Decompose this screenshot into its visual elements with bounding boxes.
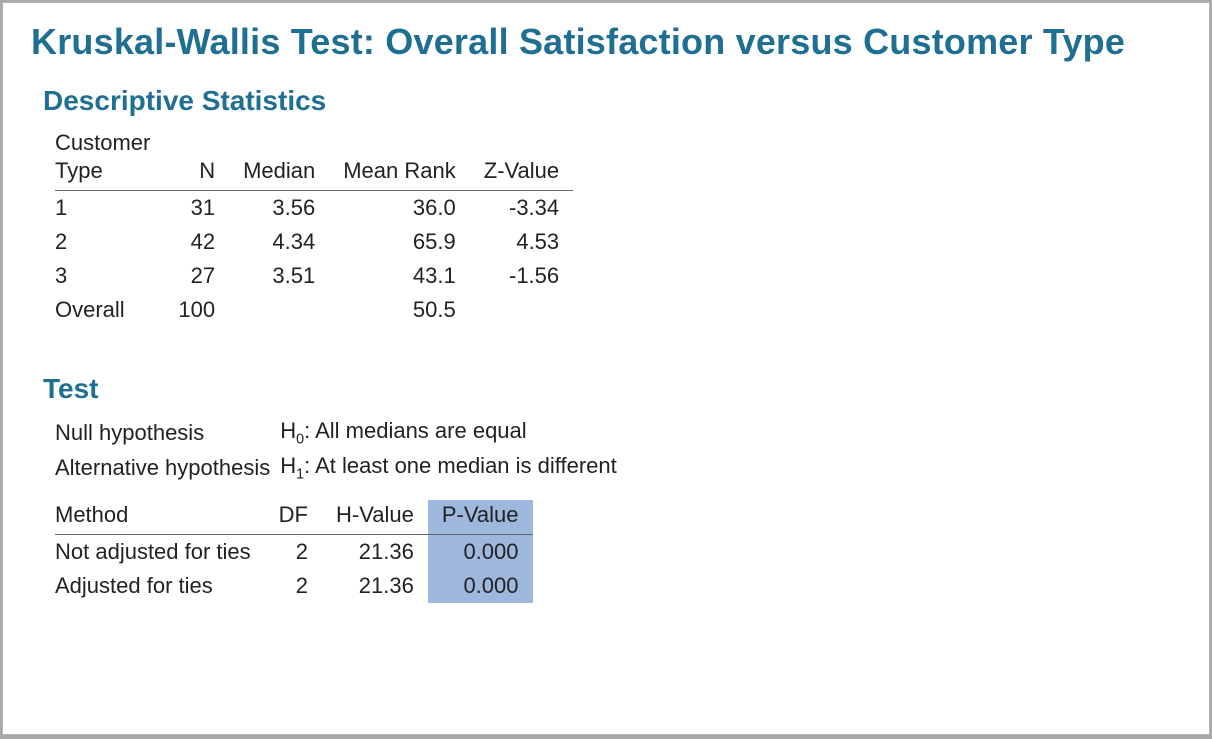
cell-df: 2 — [265, 534, 322, 569]
page-title: Kruskal-Wallis Test: Overall Satisfactio… — [31, 21, 1181, 63]
table-row: 3 27 3.51 43.1 -1.56 — [55, 259, 573, 293]
alt-statement: H1: At least one median is different — [280, 450, 627, 485]
cell-h: 21.36 — [322, 569, 428, 603]
h-sub: 1 — [296, 467, 304, 483]
cell-group: Overall — [55, 293, 164, 327]
col-pvalue: P-Value — [428, 500, 533, 535]
cell-z — [470, 293, 573, 327]
h-symbol: H — [280, 453, 296, 478]
cell-method: Not adjusted for ties — [55, 534, 265, 569]
cell-median: 3.51 — [229, 259, 329, 293]
alt-hypothesis-row: Alternative hypothesis H1: At least one … — [55, 450, 627, 485]
cell-df: 2 — [265, 569, 322, 603]
h-text: : All medians are equal — [304, 418, 527, 443]
cell-z: -1.56 — [470, 259, 573, 293]
col-hvalue: H-Value — [322, 500, 428, 535]
method-table: Method DF H-Value P-Value Not adjusted f… — [55, 500, 533, 603]
cell-group: 2 — [55, 225, 164, 259]
col-df: DF — [265, 500, 322, 535]
alt-label: Alternative hypothesis — [55, 450, 280, 485]
cell-group: 3 — [55, 259, 164, 293]
col-group-line2: Type — [55, 158, 103, 183]
cell-h: 21.36 — [322, 534, 428, 569]
cell-n: 100 — [164, 293, 229, 327]
cell-median — [229, 293, 329, 327]
cell-z: 4.53 — [470, 225, 573, 259]
cell-z: -3.34 — [470, 191, 573, 226]
table-row: Overall 100 50.5 — [55, 293, 573, 327]
col-n: N — [164, 127, 229, 191]
null-hypothesis-row: Null hypothesis H0: All medians are equa… — [55, 415, 627, 450]
cell-p: 0.000 — [428, 569, 533, 603]
descriptive-body: 1 31 3.56 36.0 -3.34 2 42 4.34 65.9 4.53… — [55, 191, 573, 328]
cell-group: 1 — [55, 191, 164, 226]
col-meanrank: Mean Rank — [329, 127, 470, 191]
table-row: Not adjusted for ties 2 21.36 0.000 — [55, 534, 533, 569]
table-row: 1 31 3.56 36.0 -3.34 — [55, 191, 573, 226]
table-row: 2 42 4.34 65.9 4.53 — [55, 225, 573, 259]
cell-n: 27 — [164, 259, 229, 293]
cell-median: 3.56 — [229, 191, 329, 226]
col-group: Customer Type — [55, 127, 164, 191]
descriptive-table: Customer Type N Median Mean Rank Z-Value… — [55, 127, 573, 327]
cell-meanrank: 50.5 — [329, 293, 470, 327]
cell-n: 31 — [164, 191, 229, 226]
null-statement: H0: All medians are equal — [280, 415, 627, 450]
cell-n: 42 — [164, 225, 229, 259]
h-symbol: H — [280, 418, 296, 443]
h-sub: 0 — [296, 431, 304, 447]
col-group-line1: Customer — [55, 130, 150, 155]
cell-method: Adjusted for ties — [55, 569, 265, 603]
output-panel: Kruskal-Wallis Test: Overall Satisfactio… — [2, 2, 1210, 735]
col-median: Median — [229, 127, 329, 191]
cell-meanrank: 65.9 — [329, 225, 470, 259]
hypothesis-table: Null hypothesis H0: All medians are equa… — [55, 415, 627, 486]
h-text: : At least one median is different — [304, 453, 617, 478]
null-label: Null hypothesis — [55, 415, 280, 450]
cell-meanrank: 36.0 — [329, 191, 470, 226]
col-method: Method — [55, 500, 265, 535]
table-row: Adjusted for ties 2 21.36 0.000 — [55, 569, 533, 603]
cell-median: 4.34 — [229, 225, 329, 259]
descriptive-heading: Descriptive Statistics — [43, 85, 1181, 117]
col-z: Z-Value — [470, 127, 573, 191]
cell-p: 0.000 — [428, 534, 533, 569]
test-heading: Test — [43, 373, 1181, 405]
cell-meanrank: 43.1 — [329, 259, 470, 293]
